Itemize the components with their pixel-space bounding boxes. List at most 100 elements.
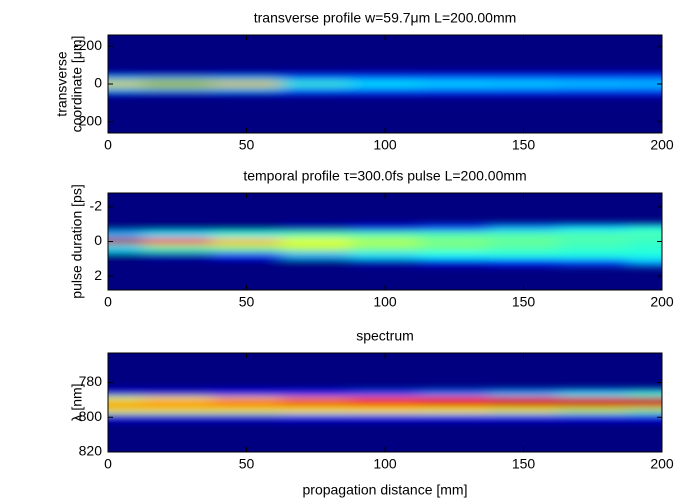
heatmap-cell [211, 74, 282, 79]
heatmap-cell [419, 244, 490, 253]
heatmap-cell [281, 78, 351, 83]
heatmap-cell [350, 258, 421, 267]
heatmap-cell [627, 244, 662, 253]
heatmap-cell [627, 258, 662, 267]
heatmap-cell [488, 402, 559, 409]
heatmap-cell [488, 413, 559, 422]
x-axis-label: propagation distance [mm] [303, 482, 468, 498]
heatmap-cell [488, 244, 559, 253]
heatmap-cell [419, 407, 490, 415]
x-tick-label: 100 [373, 137, 397, 153]
heatmap-cell [488, 74, 559, 79]
heatmap-cell [350, 93, 421, 98]
heatmap-cell [211, 402, 282, 409]
heatmap-cell [627, 396, 662, 403]
x-tick-label: 150 [512, 294, 536, 310]
heatmap-cell [211, 389, 282, 397]
heatmap-cell [558, 238, 628, 246]
heatmap-cell [488, 85, 559, 91]
heatmap-cell [488, 70, 559, 76]
x-tick-label: 150 [512, 137, 536, 153]
heatmap-cell [142, 396, 213, 403]
heatmap-cell [350, 89, 421, 94]
heatmap-cell [108, 224, 144, 232]
y-tick-label: 0 [94, 232, 102, 248]
heatmap-cell [488, 78, 559, 83]
heatmap-cell [142, 238, 213, 246]
heatmap-cell [108, 251, 144, 260]
heatmap-cell [211, 258, 282, 267]
panel-title: temporal profile τ=300.0fs pulse L=200.0… [243, 168, 526, 184]
heatmap-cell [627, 402, 662, 409]
heatmap-cell [488, 82, 559, 87]
y-tick-label: 0 [94, 75, 102, 91]
heatmap-cell [281, 396, 351, 403]
heatmap-cell [558, 78, 628, 83]
y-axis-label: λ [nm] [69, 383, 85, 421]
heatmap-cell [627, 224, 662, 232]
heatmap-cell [211, 238, 282, 246]
heatmap-cells [108, 224, 662, 267]
heatmap-cell [211, 407, 282, 415]
x-tick-label: 50 [239, 456, 255, 472]
heatmap-cell [142, 407, 213, 415]
heatmap-cell [142, 74, 213, 79]
heatmap-cell [281, 244, 351, 253]
heatmap-cell [211, 93, 282, 98]
heatmap-cell [108, 413, 144, 422]
heatmap-cell [627, 70, 662, 76]
heatmap-cell [558, 89, 628, 94]
x-tick-label: 200 [650, 137, 674, 153]
heatmap-cell [281, 93, 351, 98]
heatmap-cell [211, 413, 282, 422]
heatmap-cell [211, 70, 282, 76]
heatmap-cell [350, 238, 421, 246]
heatmap-cell [281, 231, 351, 239]
heatmap-cell [419, 258, 490, 267]
heatmap-cell [281, 407, 351, 415]
heatmap-cell [488, 93, 559, 98]
heatmap-cell [627, 78, 662, 83]
heatmap-cell [488, 407, 559, 415]
heatmap-cell [627, 74, 662, 79]
heatmap-cell [350, 244, 421, 253]
heatmap-cell [281, 89, 351, 94]
y-axis-label: transverse [54, 51, 70, 117]
heatmap-cell [142, 251, 213, 260]
heatmap-cell [558, 85, 628, 91]
heatmap-cell [419, 413, 490, 422]
heatmap-cell [488, 389, 559, 397]
heatmap-cell [211, 231, 282, 239]
x-tick-label: 100 [373, 456, 397, 472]
y-tick-label: -2 [90, 198, 103, 214]
heatmap-cell [281, 82, 351, 87]
heatmap-cell [558, 396, 628, 403]
heatmap-cell [108, 244, 144, 253]
heatmap-cell [108, 74, 144, 79]
y-axis-label: coordinate [μm] [69, 36, 85, 133]
heatmap-cell [142, 244, 213, 253]
heatmap-cell [142, 258, 213, 267]
heatmap-cell [488, 238, 559, 246]
heatmap-cell [350, 231, 421, 239]
heatmap-cell [281, 413, 351, 422]
heatmap-cell [558, 413, 628, 422]
x-tick-label: 50 [239, 137, 255, 153]
heatmap-cell [142, 82, 213, 87]
heatmap-cell [281, 389, 351, 397]
heatmap-cell [281, 74, 351, 79]
heatmap-cell [419, 251, 490, 260]
heatmap-cell [488, 251, 559, 260]
panel-title: transverse profile w=59.7μm L=200.00mm [254, 10, 517, 26]
heatmap-cell [488, 89, 559, 94]
heatmap-cell [419, 93, 490, 98]
heatmap-cell [142, 85, 213, 91]
heatmap-cell [558, 389, 628, 397]
heatmap-cell [142, 224, 213, 232]
x-tick-label: 200 [650, 456, 674, 472]
heatmap-cell [627, 231, 662, 239]
heatmap-cell [419, 389, 490, 397]
y-tick-label: 780 [79, 373, 103, 389]
heatmap-cell [108, 89, 144, 94]
heatmap-cell [108, 258, 144, 267]
